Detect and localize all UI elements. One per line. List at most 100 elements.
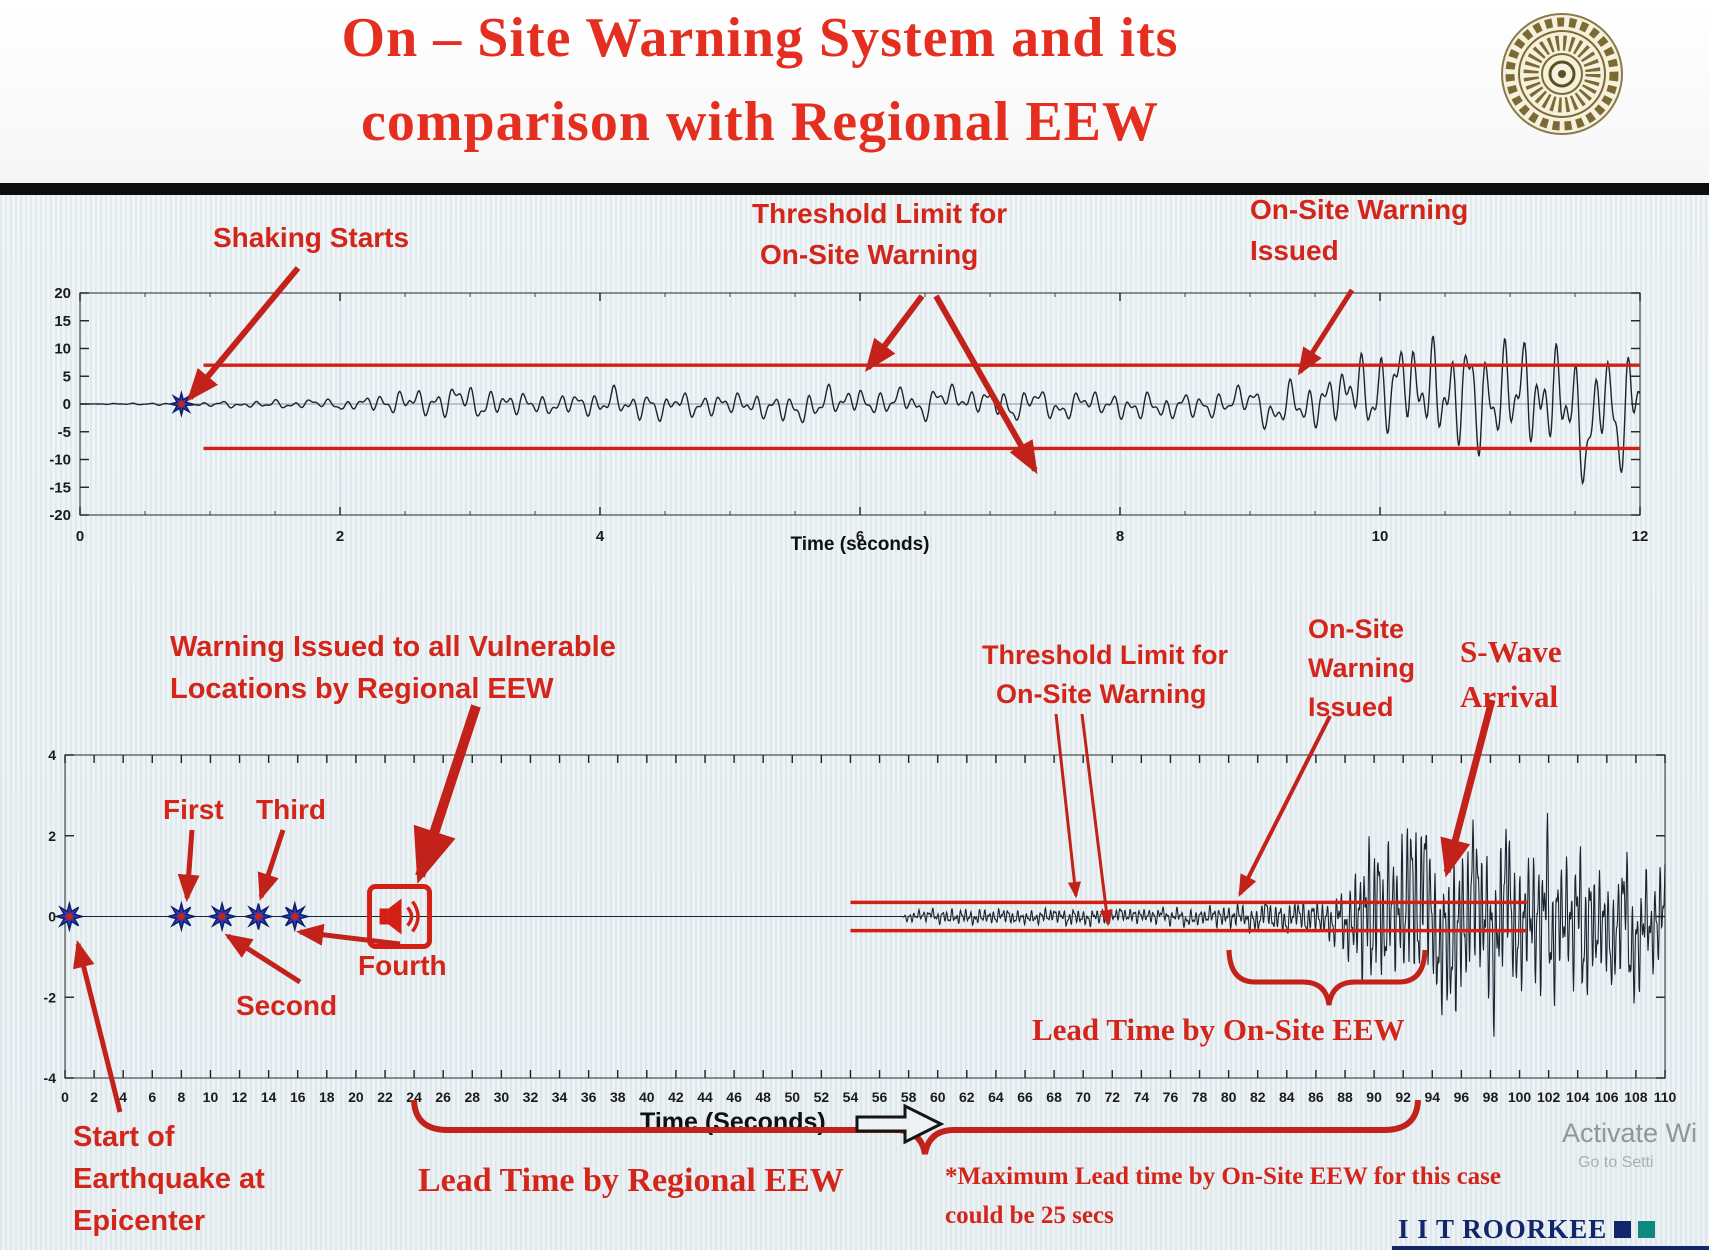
- activate-windows-watermark-sub: Go to Setti: [1578, 1154, 1654, 1171]
- x-tick-label: 26: [435, 1089, 451, 1105]
- x-tick-label: 68: [1046, 1089, 1062, 1105]
- x-tick-label: 78: [1192, 1089, 1208, 1105]
- slide-title-line1: On – Site Warning System and its: [341, 7, 1179, 69]
- annotation-threshold-limit-bottom: Threshold Limit for On-Site Warning: [982, 636, 1228, 714]
- x-tick-label: 2: [336, 528, 344, 545]
- x-tick-label: 66: [1017, 1089, 1033, 1105]
- annotation-onsite-issued-bottom-line3: Issued: [1308, 692, 1394, 723]
- annotation-onsite-issued-bottom-line1: On-Site: [1308, 614, 1405, 644]
- x-tick-label: 48: [755, 1089, 771, 1105]
- y-tick-label: 4: [48, 747, 56, 763]
- y-tick-label: 5: [63, 368, 71, 385]
- y-tick-label: 15: [54, 313, 71, 330]
- brand-square-teal-icon: [1638, 1221, 1656, 1238]
- annotation-start-earthquake: Start of Earthquake at Epicenter: [73, 1116, 265, 1242]
- x-tick-label: 52: [814, 1089, 830, 1105]
- x-tick-label: 94: [1424, 1089, 1440, 1105]
- header-divider-bar: [0, 183, 1709, 195]
- annotation-onsite-issued-top-line2: Issued: [1250, 234, 1339, 266]
- regional-warning-speaker-icon: [367, 884, 433, 949]
- annotation-fourth-pwave: Fourth: [358, 950, 447, 981]
- x-tick-label: 16: [290, 1089, 306, 1105]
- x-tick-label: 110: [1654, 1089, 1677, 1105]
- annotation-start-eq-line3: Epicenter: [73, 1205, 206, 1238]
- x-tick-label: 102: [1537, 1089, 1561, 1105]
- annotation-s-wave-line2: Arrival: [1460, 678, 1559, 714]
- annotation-onsite-issued-top-line1: On-Site Warning: [1250, 194, 1469, 225]
- annotation-start-eq-line1: Start of: [73, 1121, 175, 1153]
- x-tick-label: 32: [523, 1089, 539, 1105]
- bottom-chart-x-axis-label: Time (Seconds): [640, 1108, 826, 1136]
- x-tick-label: 106: [1595, 1089, 1619, 1105]
- y-tick-label: 0: [48, 909, 56, 925]
- x-tick-label: 34: [552, 1089, 568, 1105]
- x-tick-label: 10: [1372, 528, 1389, 545]
- x-tick-label: 6: [856, 528, 864, 545]
- speaker-wave: [411, 900, 420, 933]
- x-tick-label: 88: [1337, 1089, 1353, 1105]
- annotation-lead-time-onsite: Lead Time by On-Site EEW: [1032, 1012, 1405, 1047]
- x-tick-label: 58: [901, 1089, 917, 1105]
- x-tick-label: 46: [726, 1089, 742, 1105]
- x-tick-label: 104: [1566, 1089, 1590, 1105]
- p-wave-star-marker-center: [255, 913, 262, 920]
- annotation-max-lead-time: *Maximum Lead time by On-Site EEW for th…: [945, 1158, 1501, 1236]
- y-tick-label: 0: [63, 396, 71, 413]
- brand-underline-bar: [1392, 1246, 1709, 1250]
- y-tick-label: -20: [49, 507, 71, 524]
- annotation-third-pwave: Third: [256, 794, 326, 825]
- x-tick-label: 0: [76, 528, 84, 545]
- speaker-cone: [388, 898, 402, 935]
- annotation-threshold-limit-top: Threshold Limit for On-Site Warning: [752, 194, 1007, 275]
- y-tick-label: -15: [49, 479, 71, 496]
- annotation-lead-time-regional: Lead Time by Regional EEW: [418, 1162, 844, 1199]
- x-tick-label: 36: [581, 1089, 597, 1105]
- y-tick-label: -2: [44, 989, 57, 1005]
- speaker-body: [379, 908, 389, 925]
- x-tick-label: 22: [377, 1089, 393, 1105]
- x-tick-label: 62: [959, 1089, 975, 1105]
- x-tick-label: 44: [697, 1089, 713, 1105]
- x-tick-label: 92: [1395, 1089, 1411, 1105]
- shaking-start-star-marker-center: [178, 400, 185, 408]
- x-tick-label: 42: [668, 1089, 684, 1105]
- waveform: [65, 812, 1666, 1037]
- annotation-regional-warning-line1: Warning Issued to all Vulnerable: [170, 631, 616, 663]
- p-wave-star-marker-center: [65, 913, 73, 920]
- annotation-second-pwave: Second: [236, 990, 338, 1021]
- y-tick-label: 10: [54, 341, 71, 358]
- slide-title-line2: comparison with Regional EEW: [360, 91, 1160, 153]
- annotation-regional-warning: Warning Issued to all Vulnerable Locatio…: [170, 626, 616, 710]
- x-tick-label: 6: [148, 1089, 156, 1105]
- x-tick-label: 38: [610, 1089, 626, 1105]
- x-tick-label: 30: [494, 1089, 510, 1105]
- annotation-regional-warning-line2: Locations by Regional EEW: [170, 673, 554, 706]
- x-tick-label: 50: [784, 1089, 800, 1105]
- annotation-onsite-warning-issued-top: On-Site Warning Issued: [1250, 190, 1468, 271]
- annotation-threshold-limit-top-line1: Threshold Limit for: [752, 198, 1008, 229]
- x-tick-label: 72: [1104, 1089, 1120, 1105]
- x-tick-label: 96: [1454, 1089, 1470, 1105]
- x-tick-label: 4: [596, 528, 605, 545]
- x-tick-label: 20: [348, 1089, 364, 1105]
- x-tick-label: 54: [843, 1089, 859, 1105]
- y-tick-label: 20: [54, 285, 71, 302]
- x-tick-label: 0: [61, 1089, 69, 1105]
- iit-roorkee-wordmark: I I T ROORKEE: [1398, 1214, 1656, 1245]
- annotation-onsite-issued-bottom-line2: Warning: [1308, 653, 1415, 684]
- p-wave-star-marker-center: [291, 913, 299, 920]
- annotation-onsite-warning-issued-bottom: On-Site Warning Issued: [1308, 610, 1415, 727]
- x-tick-label: 10: [203, 1089, 219, 1105]
- x-tick-label: 12: [1632, 528, 1649, 545]
- x-tick-label: 84: [1279, 1089, 1295, 1105]
- x-tick-label: 2: [90, 1089, 98, 1105]
- annotation-max-lead-line1: *Maximum Lead time by On-Site EEW for th…: [945, 1163, 1502, 1190]
- x-tick-label: 14: [261, 1089, 277, 1105]
- y-tick-label: -4: [44, 1070, 57, 1086]
- x-tick-label: 64: [988, 1089, 1004, 1105]
- x-tick-label: 82: [1250, 1089, 1266, 1105]
- x-tick-label: 74: [1134, 1089, 1150, 1105]
- y-tick-label: -5: [58, 424, 71, 441]
- x-tick-label: 56: [872, 1089, 888, 1105]
- x-tick-label: 90: [1366, 1089, 1382, 1105]
